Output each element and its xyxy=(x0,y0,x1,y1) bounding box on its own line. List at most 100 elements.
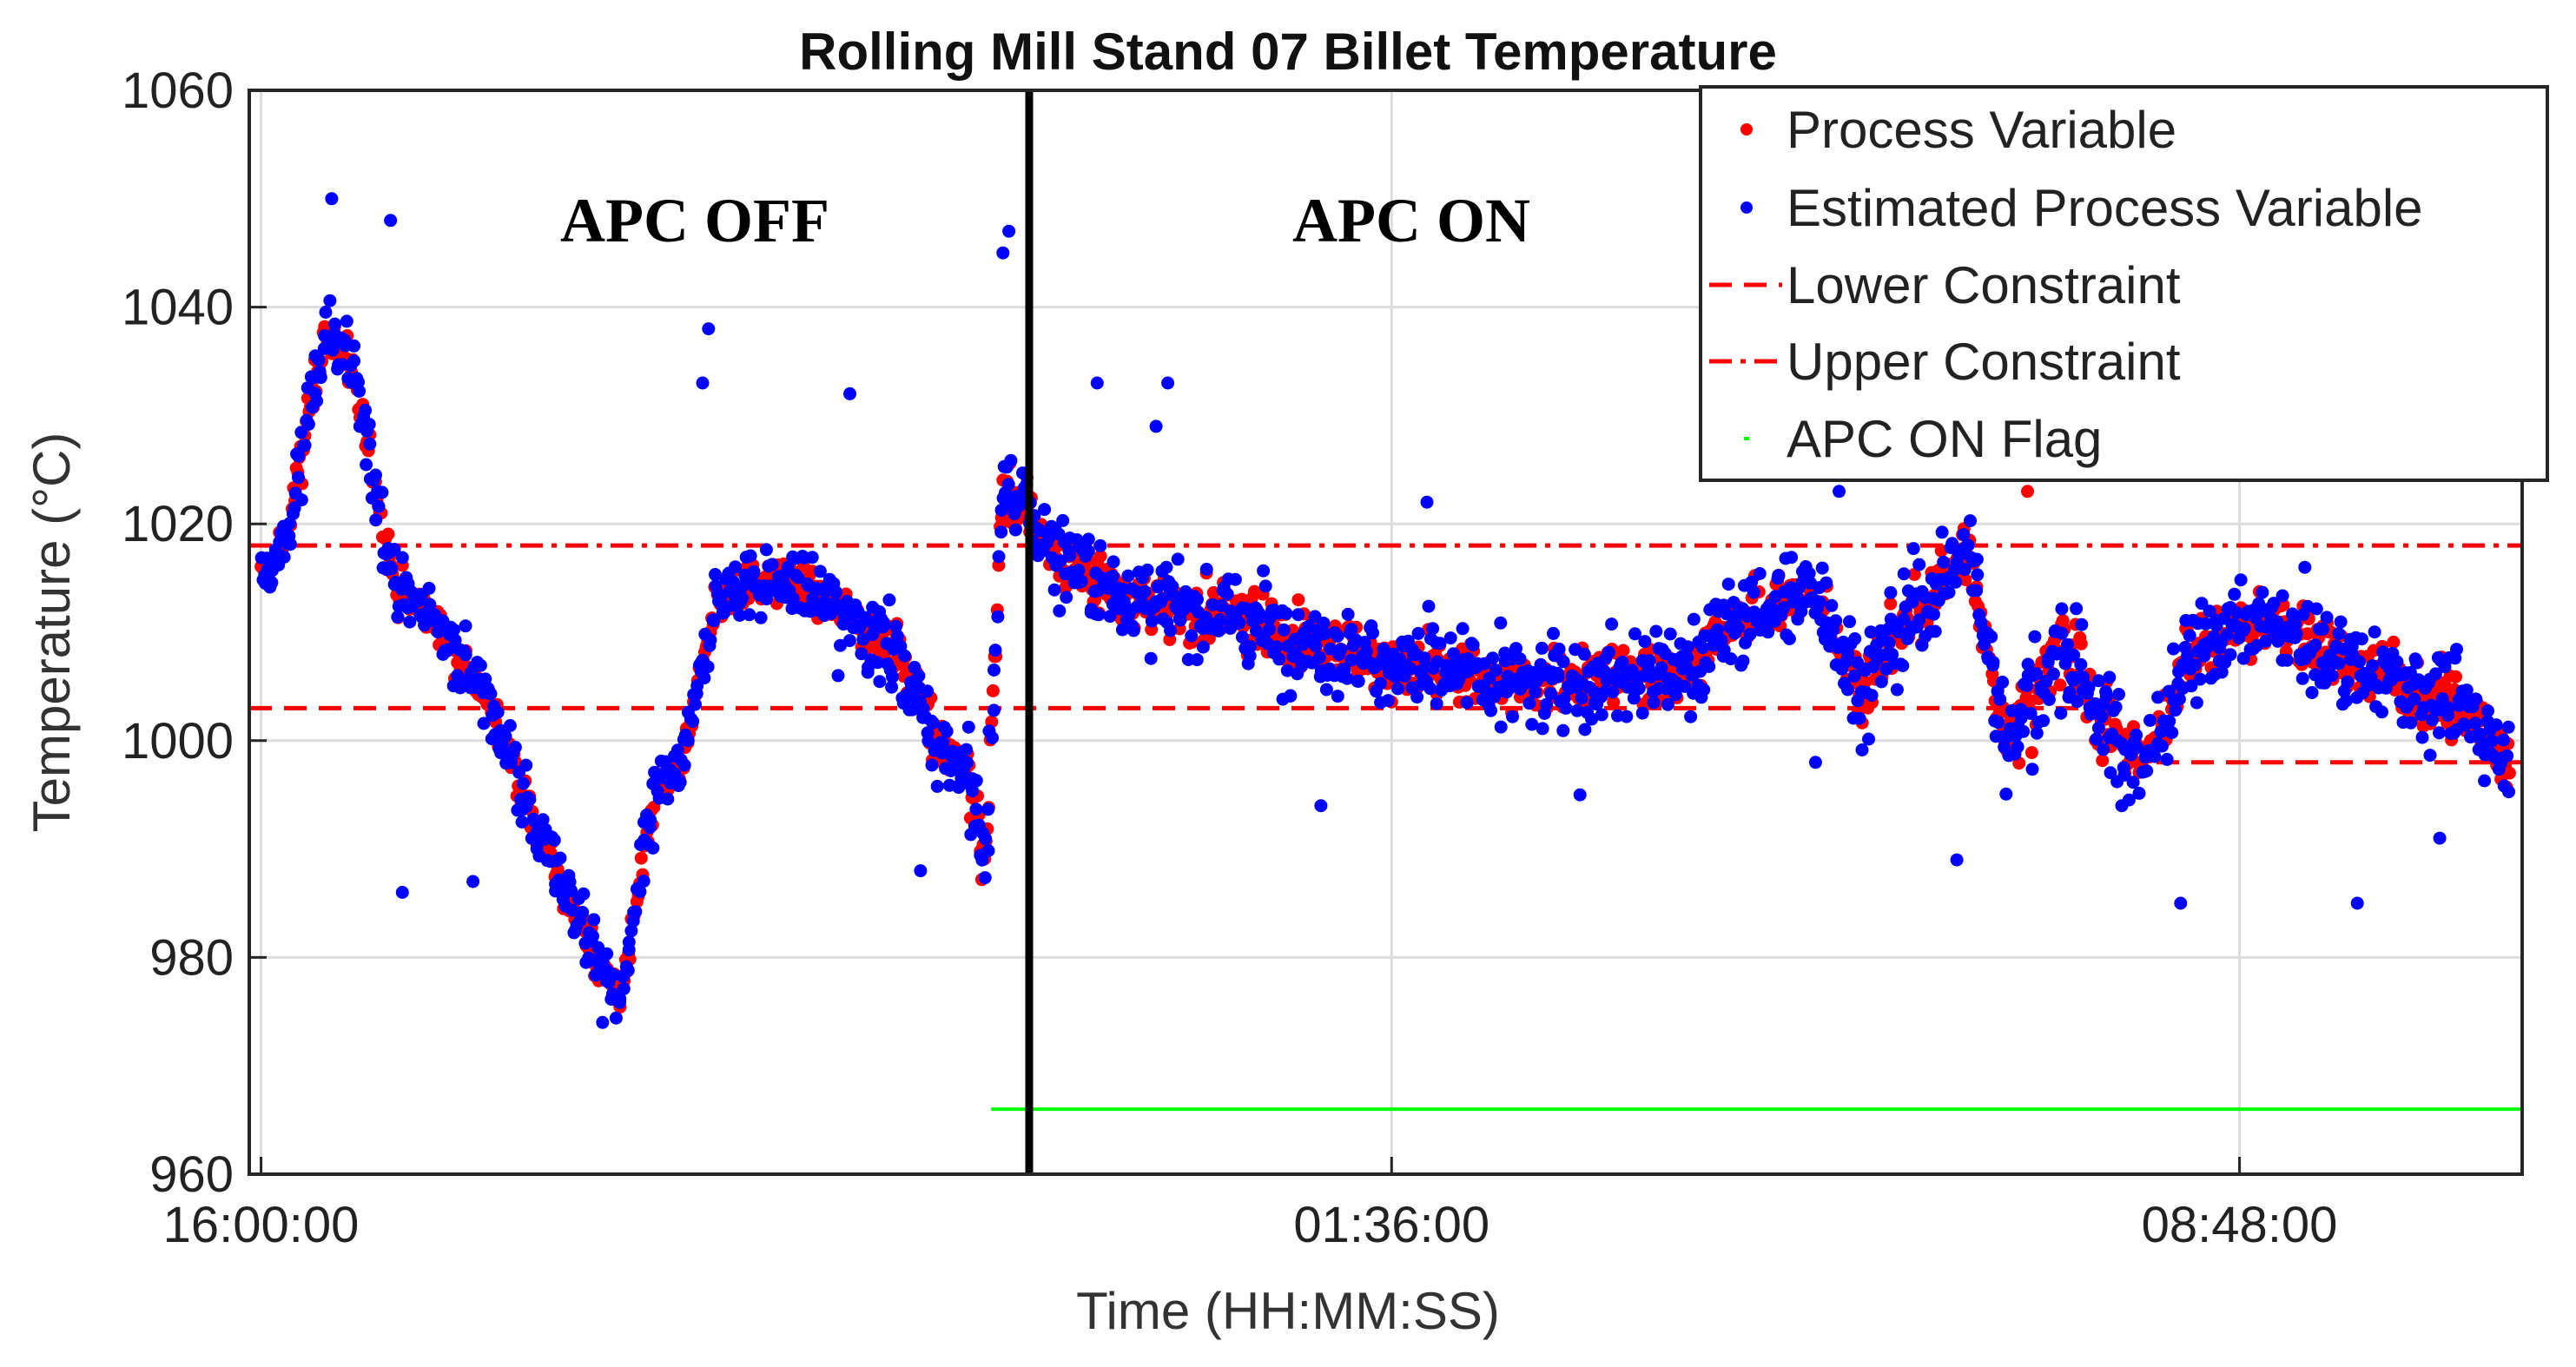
estimated-process-variable-point xyxy=(1986,656,2000,670)
estimated-process-variable-point xyxy=(1344,623,1358,637)
estimated-process-variable-point xyxy=(1159,560,1173,574)
chart-title: Rolling Mill Stand 07 Billet Temperature xyxy=(799,23,1777,81)
process-variable-point xyxy=(1616,644,1630,657)
estimated-process-variable-point xyxy=(323,294,337,307)
estimated-process-variable-point xyxy=(1344,653,1358,667)
estimated-process-variable-point xyxy=(536,813,550,827)
estimated-process-variable-point xyxy=(1056,513,1070,527)
estimated-process-variable-point xyxy=(516,776,530,790)
estimated-process-variable-point xyxy=(508,741,522,754)
estimated-process-variable-point xyxy=(930,779,944,793)
estimated-process-variable-point xyxy=(2228,587,2242,601)
process-variable-point xyxy=(634,851,648,865)
estimated-process-variable-point xyxy=(1161,376,1175,390)
estimated-process-variable-point xyxy=(733,609,747,622)
estimated-process-variable-point xyxy=(1912,613,1926,627)
estimated-process-variable-point xyxy=(2350,896,2364,910)
estimated-process-variable-point xyxy=(2237,622,2251,636)
estimated-process-variable-point xyxy=(1736,654,1750,668)
estimated-process-variable-point xyxy=(503,719,517,732)
estimated-process-variable-point xyxy=(1945,537,1959,551)
estimated-process-variable-point xyxy=(2181,650,2194,664)
estimated-process-variable-point xyxy=(1008,523,1022,537)
estimated-process-variable-point xyxy=(1004,453,1018,467)
estimated-process-variable-point xyxy=(1053,604,1067,617)
estimated-process-variable-point xyxy=(1391,682,1404,696)
estimated-process-variable-point xyxy=(1509,642,1522,656)
estimated-process-variable-point xyxy=(2143,714,2157,727)
estimated-process-variable-point xyxy=(473,658,487,672)
estimated-process-variable-point xyxy=(2352,655,2366,669)
estimated-process-variable-point xyxy=(2063,685,2077,699)
estimated-process-variable-point xyxy=(2295,671,2309,685)
estimated-process-variable-point xyxy=(2340,694,2353,708)
estimated-process-variable-point xyxy=(707,614,721,628)
estimated-process-variable-point xyxy=(292,471,305,485)
estimated-process-variable-point xyxy=(624,924,638,938)
estimated-process-variable-point xyxy=(981,844,995,857)
estimated-process-variable-point xyxy=(1090,376,1104,390)
estimated-process-variable-point xyxy=(2042,693,2056,706)
estimated-process-variable-point xyxy=(729,560,743,574)
apc-on-annotation: APC ON xyxy=(1292,186,1530,255)
estimated-process-variable-point xyxy=(1331,630,1344,643)
process-variable-point xyxy=(381,527,395,541)
estimated-process-variable-point xyxy=(2020,678,2034,692)
estimated-process-variable-point xyxy=(1552,642,1566,656)
estimated-process-variable-point xyxy=(1042,532,1056,545)
process-variable-point xyxy=(986,684,1000,697)
estimated-process-variable-point xyxy=(2058,657,2072,670)
estimated-process-variable-point xyxy=(871,656,884,670)
estimated-process-variable-point xyxy=(2017,724,2031,738)
estimated-process-variable-point xyxy=(1430,697,1443,710)
estimated-process-variable-point xyxy=(696,376,710,390)
estimated-process-variable-point xyxy=(451,669,465,683)
estimated-process-variable-point xyxy=(1829,614,1843,628)
estimated-process-variable-point xyxy=(2428,667,2442,681)
estimated-process-variable-point xyxy=(661,792,675,806)
estimated-process-variable-point xyxy=(1140,563,1154,577)
estimated-process-variable-point xyxy=(2193,672,2207,686)
estimated-process-variable-point xyxy=(2341,675,2355,689)
estimated-process-variable-point xyxy=(1882,636,1896,650)
estimated-process-variable-point xyxy=(1602,645,1615,659)
estimated-process-variable-point xyxy=(813,565,827,578)
estimated-process-variable-point xyxy=(701,660,715,674)
estimated-process-variable-point xyxy=(829,585,842,598)
estimated-process-variable-point xyxy=(2082,681,2096,695)
estimated-process-variable-point xyxy=(347,339,361,353)
estimated-process-variable-point xyxy=(2054,706,2068,720)
process-variable-point xyxy=(2387,635,2401,649)
estimated-process-variable-point xyxy=(1513,652,1527,666)
estimated-process-variable-point xyxy=(1606,685,1620,699)
estimated-process-variable-point xyxy=(1627,691,1641,705)
estimated-process-variable-point xyxy=(294,493,308,507)
estimated-process-variable-point xyxy=(298,439,312,452)
estimated-process-variable-point xyxy=(2095,710,2109,723)
estimated-process-variable-point xyxy=(703,633,717,647)
estimated-process-variable-point xyxy=(403,615,417,629)
estimated-process-variable-point xyxy=(1971,568,1985,582)
estimated-process-variable-point xyxy=(1964,514,1977,528)
estimated-process-variable-point xyxy=(395,886,409,899)
estimated-process-variable-point xyxy=(1047,583,1061,597)
y-tick-label: 1000 xyxy=(122,713,234,769)
estimated-process-variable-point xyxy=(1081,545,1095,558)
estimated-process-variable-point xyxy=(646,841,660,855)
estimated-process-variable-point xyxy=(622,935,636,949)
estimated-process-variable-point xyxy=(681,734,695,748)
estimated-process-variable-point xyxy=(1765,601,1779,615)
estimated-process-variable-point xyxy=(491,705,505,719)
estimated-process-variable-point xyxy=(1145,614,1159,628)
estimated-process-variable-point xyxy=(890,629,904,643)
estimated-process-variable-point xyxy=(1280,664,1294,677)
estimated-process-variable-point xyxy=(1585,712,1599,726)
estimated-process-variable-point xyxy=(1926,607,1940,621)
estimated-process-variable-point xyxy=(310,394,324,408)
estimated-process-variable-point xyxy=(1785,551,1799,565)
estimated-process-variable-point xyxy=(986,731,999,744)
estimated-process-variable-point xyxy=(859,614,873,628)
estimated-process-variable-point xyxy=(1687,612,1701,626)
estimated-process-variable-point xyxy=(617,982,631,995)
estimated-process-variable-point xyxy=(1228,572,1242,586)
